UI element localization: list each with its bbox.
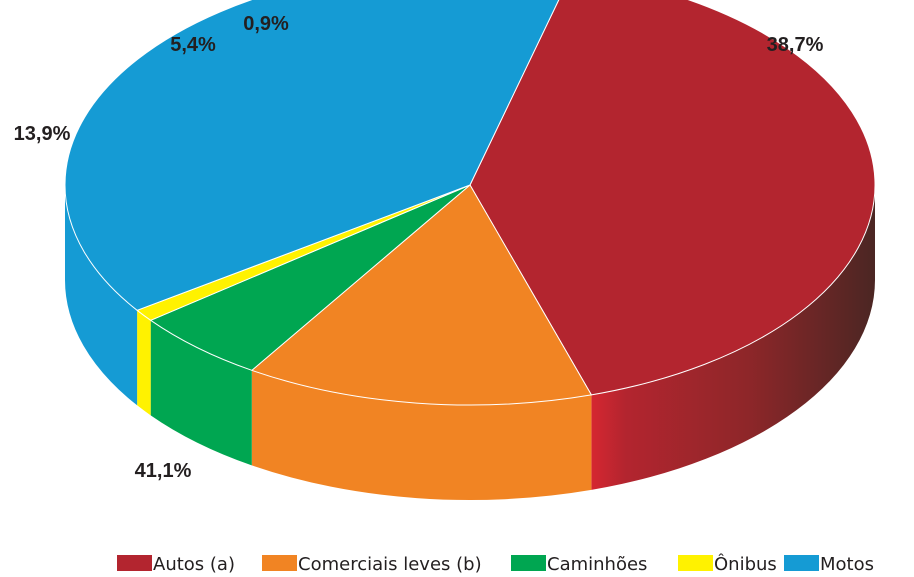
legend-label-2: Caminhões: [547, 554, 647, 575]
pie-slice-0: [469, 0, 876, 396]
legend-label-0: Autos (a): [153, 554, 235, 575]
legend-item-4: Motos: [784, 554, 874, 575]
data-label-4: 38,7%: [767, 34, 824, 56]
legend-item-3: Ônibus: [678, 553, 777, 575]
pie-side-0: [591, 185, 875, 490]
pie-side-wall: [65, 185, 875, 501]
legend-swatch-0: [117, 555, 152, 571]
legend-item-0: Autos (a): [117, 554, 235, 575]
legend-item-2: Caminhões: [511, 554, 647, 575]
pie-top-face: [64, 0, 876, 406]
legend-label-1: Comerciais leves (b): [298, 554, 482, 575]
pie-side-3: [137, 310, 151, 416]
pie-slice-4: [64, 0, 560, 311]
legend-swatch-1: [262, 555, 297, 571]
data-labels: 41,1% 13,9% 5,4% 0,9% 38,7%: [14, 13, 824, 482]
data-label-3: 0,9%: [243, 13, 289, 35]
legend-item-1: Comerciais leves (b): [262, 554, 482, 575]
data-label-2: 5,4%: [170, 34, 216, 56]
pie-side-2: [150, 320, 252, 466]
legend-swatch-3: [678, 555, 713, 571]
legend-swatch-4: [784, 555, 819, 571]
legend: Autos (a) Comerciais leves (b) Caminhões Ôn…: [117, 553, 874, 575]
data-label-0: 41,1%: [135, 460, 192, 482]
legend-swatch-2: [511, 555, 546, 571]
legend-label-3: Ônibus: [714, 553, 777, 575]
pie-slice-2: [150, 184, 471, 371]
pie-slice-1: [251, 184, 592, 406]
legend-label-4: Motos: [820, 554, 874, 575]
pie-side-1: [251, 370, 592, 501]
data-label-1: 13,9%: [14, 123, 71, 145]
pie-side-4: [65, 185, 138, 406]
